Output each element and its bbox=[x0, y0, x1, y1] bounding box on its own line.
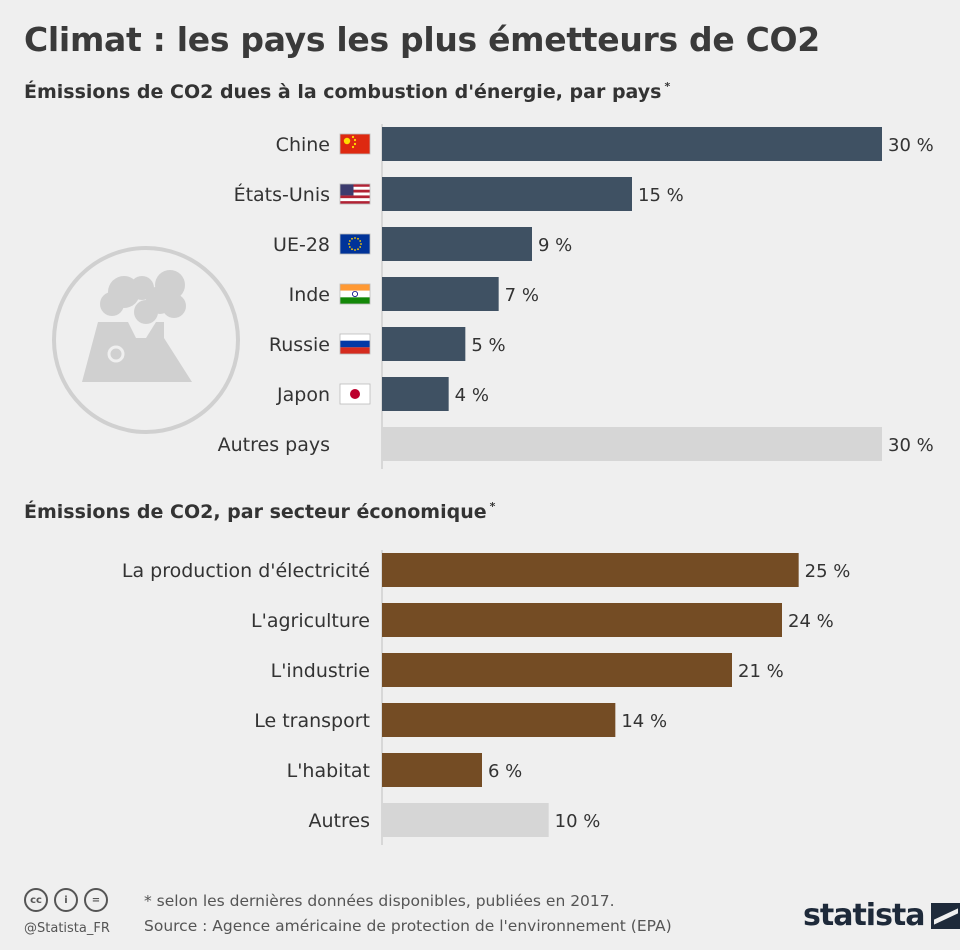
footnote: * selon les dernières données disponible… bbox=[144, 892, 615, 910]
source-text: Source : Agence américaine de protection… bbox=[144, 917, 672, 935]
value-label: 9 % bbox=[538, 235, 572, 256]
category-label: L'industrie bbox=[271, 660, 370, 682]
chart-1-title: Émissions de CO2 dues à la combustion d'… bbox=[24, 80, 671, 103]
category-label: États-Unis bbox=[234, 183, 330, 206]
value-label: 5 % bbox=[471, 335, 505, 356]
nd-icon[interactable]: = bbox=[84, 888, 108, 912]
bar bbox=[382, 227, 532, 261]
statista-logo-mark-icon bbox=[930, 902, 960, 929]
category-label: Autres bbox=[309, 810, 370, 832]
category-label: Inde bbox=[289, 284, 330, 306]
page-title: Climat : les pays les plus émetteurs de … bbox=[24, 20, 820, 59]
value-label: 25 % bbox=[805, 561, 851, 582]
statista-logo[interactable]: statista bbox=[803, 898, 960, 933]
value-label: 10 % bbox=[555, 811, 601, 832]
bar bbox=[382, 377, 449, 411]
cc-icon[interactable]: cc bbox=[24, 888, 48, 912]
category-label: La production d'électricité bbox=[122, 560, 370, 582]
eu-flag-icon bbox=[339, 233, 371, 255]
license-icons: cc i = bbox=[24, 888, 108, 912]
bar bbox=[382, 127, 882, 161]
russia-flag-icon bbox=[339, 333, 371, 355]
japan-flag-icon bbox=[339, 383, 371, 405]
twitter-handle[interactable]: @Statista_FR bbox=[24, 921, 110, 936]
category-label: Le transport bbox=[254, 710, 370, 732]
value-label: 21 % bbox=[738, 661, 784, 682]
value-label: 14 % bbox=[621, 711, 667, 732]
value-label: 4 % bbox=[455, 385, 489, 406]
value-label: 30 % bbox=[888, 135, 934, 156]
bar bbox=[382, 653, 732, 687]
charts-canvas: Chine 30 % États-Unis 15 % UE-28 9 % Inde 7 % Ru… bbox=[52, 124, 934, 845]
category-label: L'habitat bbox=[287, 760, 370, 782]
bar bbox=[382, 753, 482, 787]
china-flag-icon bbox=[339, 133, 371, 155]
bar bbox=[382, 177, 632, 211]
bar bbox=[382, 277, 499, 311]
value-label: 24 % bbox=[788, 611, 834, 632]
by-icon[interactable]: i bbox=[54, 888, 78, 912]
chart-2-title: Émissions de CO2, par secteur économique… bbox=[24, 500, 496, 523]
bar bbox=[382, 553, 799, 587]
value-label: 30 % bbox=[888, 435, 934, 456]
value-label: 7 % bbox=[505, 285, 539, 306]
chart-sectors: La production d'électricité 25 % L'agricul… bbox=[122, 550, 851, 845]
value-label: 6 % bbox=[488, 761, 522, 782]
category-label: UE-28 bbox=[273, 234, 330, 256]
bar bbox=[382, 803, 549, 837]
bar bbox=[382, 427, 882, 461]
category-label: Autres pays bbox=[218, 434, 330, 456]
usa-flag-icon bbox=[339, 183, 371, 205]
category-label: Japon bbox=[276, 384, 330, 406]
category-label: Chine bbox=[276, 134, 330, 156]
bar bbox=[382, 703, 616, 737]
bar bbox=[382, 327, 466, 361]
chart-countries: Chine 30 % États-Unis 15 % UE-28 9 % Inde 7 % Ru… bbox=[218, 124, 934, 469]
bar bbox=[382, 603, 782, 637]
power-plant-icon bbox=[52, 246, 240, 434]
category-label: Russie bbox=[269, 334, 330, 356]
category-label: L'agriculture bbox=[251, 610, 370, 632]
india-flag-icon bbox=[339, 283, 371, 305]
value-label: 15 % bbox=[638, 185, 684, 206]
